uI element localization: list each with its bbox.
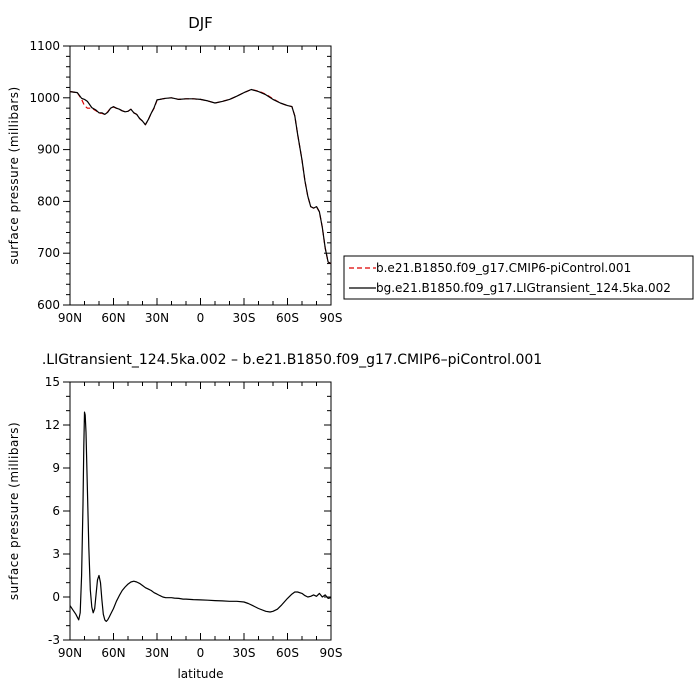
x-tick-label: 30N [145,646,169,660]
y-tick-label: 12 [45,418,60,432]
y-axis-label: surface pressure (millibars) [7,86,21,264]
y-tick-label: 15 [45,375,60,389]
x-tick-label: 90N [58,646,82,660]
x-tick-label: 90N [58,311,82,325]
x-tick-label: 60N [101,311,125,325]
x-tick-label: 30N [145,311,169,325]
legend-label: bg.e21.B1850.f09_g17.LIGtransient_124.5k… [376,281,671,295]
series-line-0 [69,411,332,623]
y-tick-label: 900 [37,143,60,157]
y-tick-label: 3 [52,547,60,561]
y-tick-label: 1000 [29,91,60,105]
plot-frame [69,45,332,306]
x-axis-label: latitude [177,667,223,681]
y-tick-label: 1100 [29,39,60,53]
x-tick-label: 30S [233,311,256,325]
top-panel: DJF surface pressure (millibars) 90N 60N 30N… [7,14,342,325]
y-tick-label: 6 [52,504,60,518]
x-tick-label: 90S [320,311,343,325]
bottom-panel: .LIGtransient_124.5ka.002 – b.e21.B1850.… [7,352,542,681]
y-tick-label: -3 [48,633,60,647]
y-tick-label: 9 [52,461,60,475]
chart-title: DJF [188,14,213,32]
chart-title: .LIGtransient_124.5ka.002 – b.e21.B1850.… [42,352,542,368]
legend: b.e21.B1850.f09_g17.CMIP6-piControl.001b… [343,255,694,300]
x-tick-label: 90S [320,646,343,660]
legend-box [343,255,694,300]
x-tick-label: 60S [276,311,299,325]
x-tick-label: 0 [197,646,205,660]
x-tick-label: 60N [101,646,125,660]
series-line-0 [69,88,332,265]
x-tick-label: 0 [197,311,205,325]
y-tick-label: 800 [37,194,60,208]
x-tick-label: 30S [233,646,256,660]
series-line-1 [69,88,332,265]
y-tick-label: 0 [52,590,60,604]
y-axis-label: surface pressure (millibars) [7,422,21,600]
legend-label: b.e21.B1850.f09_g17.CMIP6-piControl.001 [376,261,631,275]
y-tick-label: 600 [37,298,60,312]
y-tick-label: 700 [37,246,60,260]
plot-frame [69,381,332,641]
x-tick-label: 60S [276,646,299,660]
